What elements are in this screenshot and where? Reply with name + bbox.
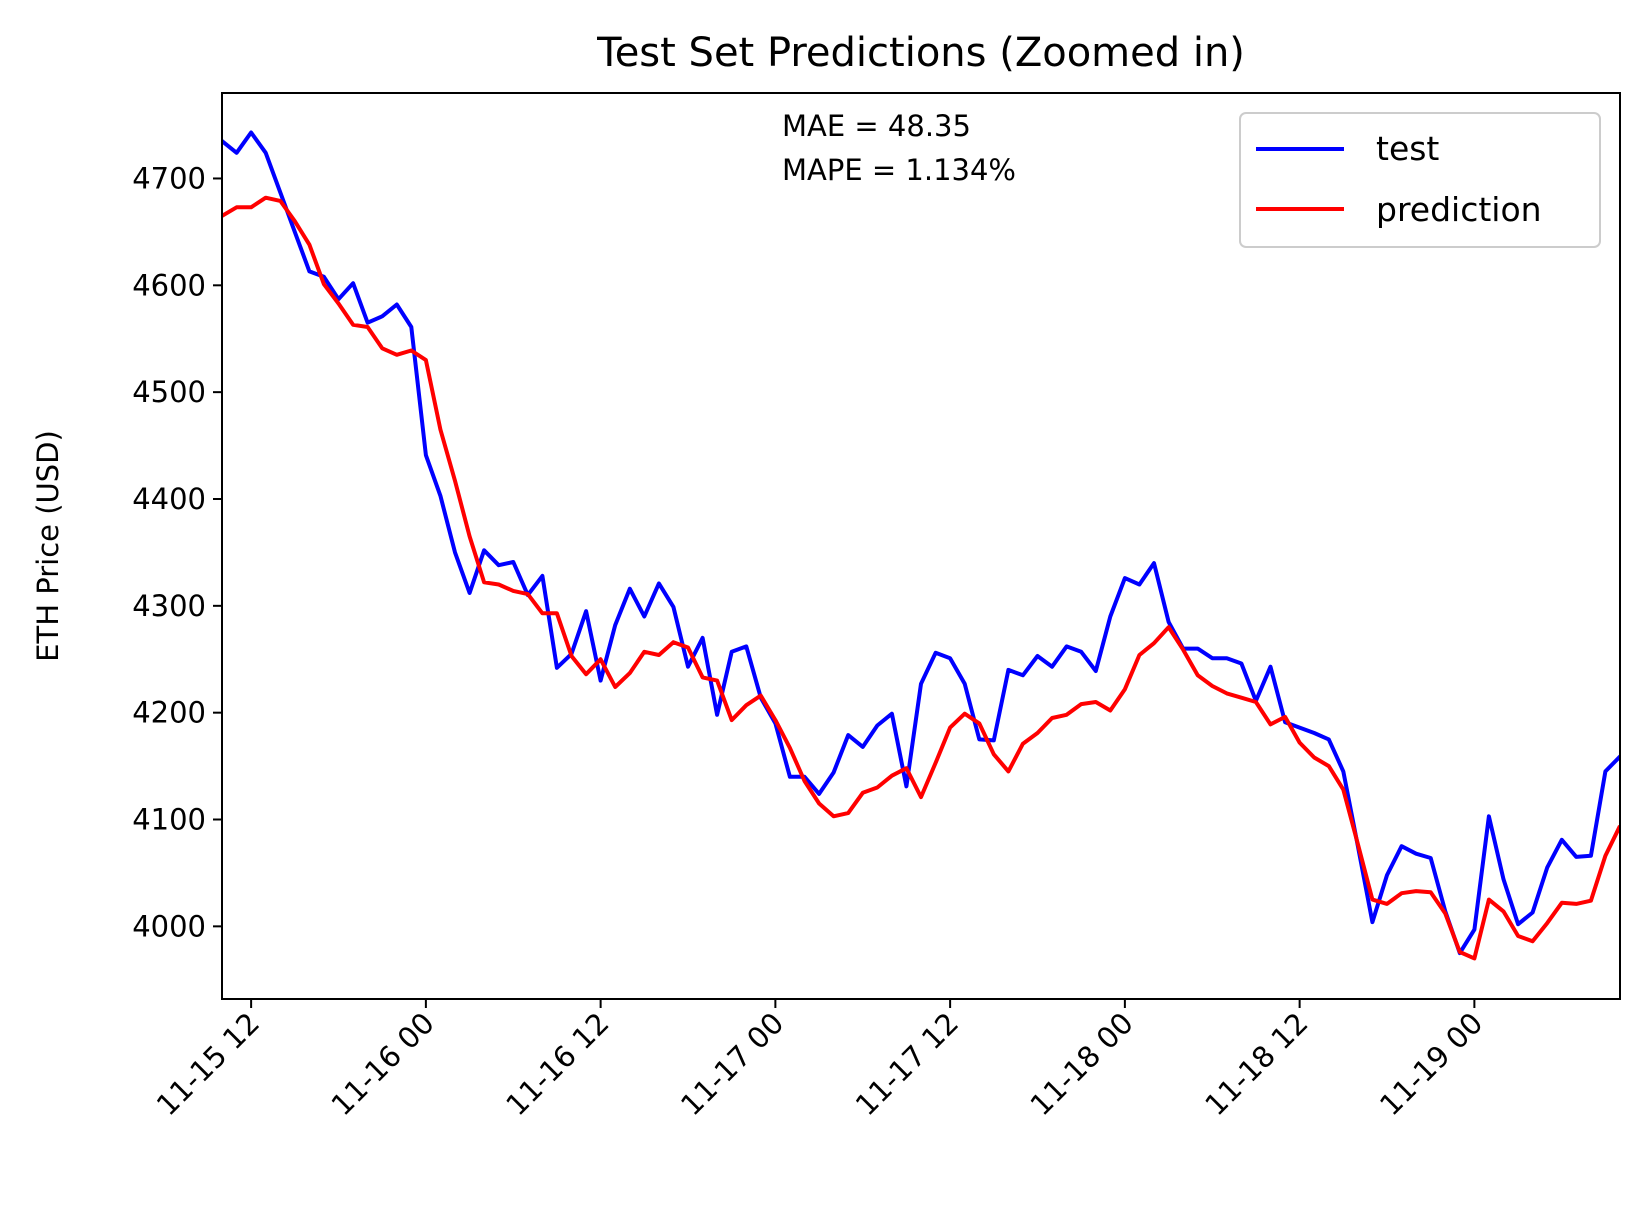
y-tick-label: 4100 bbox=[132, 803, 206, 837]
x-tick-label: 11-15 12 bbox=[150, 1006, 266, 1122]
y-axis: 4000 4100 4200 4300 4400 4500 4600 4700 bbox=[132, 161, 222, 943]
y-axis-label: ETH Price (USD) bbox=[31, 430, 65, 662]
y-tick-label: 4700 bbox=[132, 161, 206, 195]
x-tick-label: 11-18 00 bbox=[1024, 1006, 1140, 1122]
plot-frame bbox=[221, 92, 1621, 1000]
y-tick-label: 4000 bbox=[132, 909, 206, 943]
chart-title: Test Set Predictions (Zoomed in) bbox=[596, 30, 1245, 76]
y-tick-label: 4600 bbox=[132, 268, 206, 302]
y-tick-label: 4200 bbox=[132, 696, 206, 730]
series-line-prediction bbox=[222, 195, 1620, 961]
x-axis: 11-15 12 11-16 00 11-16 12 11-17 00 11-17 12… bbox=[150, 999, 1489, 1122]
x-tick-label: 11-17 12 bbox=[849, 1006, 965, 1122]
x-tick-label: 11-16 00 bbox=[325, 1006, 441, 1122]
y-tick-label: 4300 bbox=[132, 589, 206, 623]
mae-annotation: MAE = 48.35 bbox=[782, 109, 971, 143]
series-line-test bbox=[222, 130, 1620, 956]
legend-label-prediction: prediction bbox=[1376, 190, 1542, 229]
x-tick-label: 11-18 12 bbox=[1198, 1006, 1314, 1122]
y-tick-label: 4500 bbox=[132, 375, 206, 409]
x-tick-label: 11-16 12 bbox=[499, 1006, 615, 1122]
x-tick-label: 11-17 00 bbox=[674, 1006, 790, 1122]
y-tick-label: 4400 bbox=[132, 482, 206, 516]
metrics-annotation: MAE = 48.35 MAPE = 1.134% bbox=[782, 109, 1016, 187]
legend-label-test: test bbox=[1376, 129, 1439, 168]
series-layer bbox=[222, 130, 1620, 961]
legend-box bbox=[1239, 112, 1601, 248]
legend: test prediction bbox=[1239, 112, 1601, 248]
x-tick-label: 11-19 00 bbox=[1373, 1006, 1489, 1122]
mape-annotation: MAPE = 1.134% bbox=[782, 153, 1016, 187]
